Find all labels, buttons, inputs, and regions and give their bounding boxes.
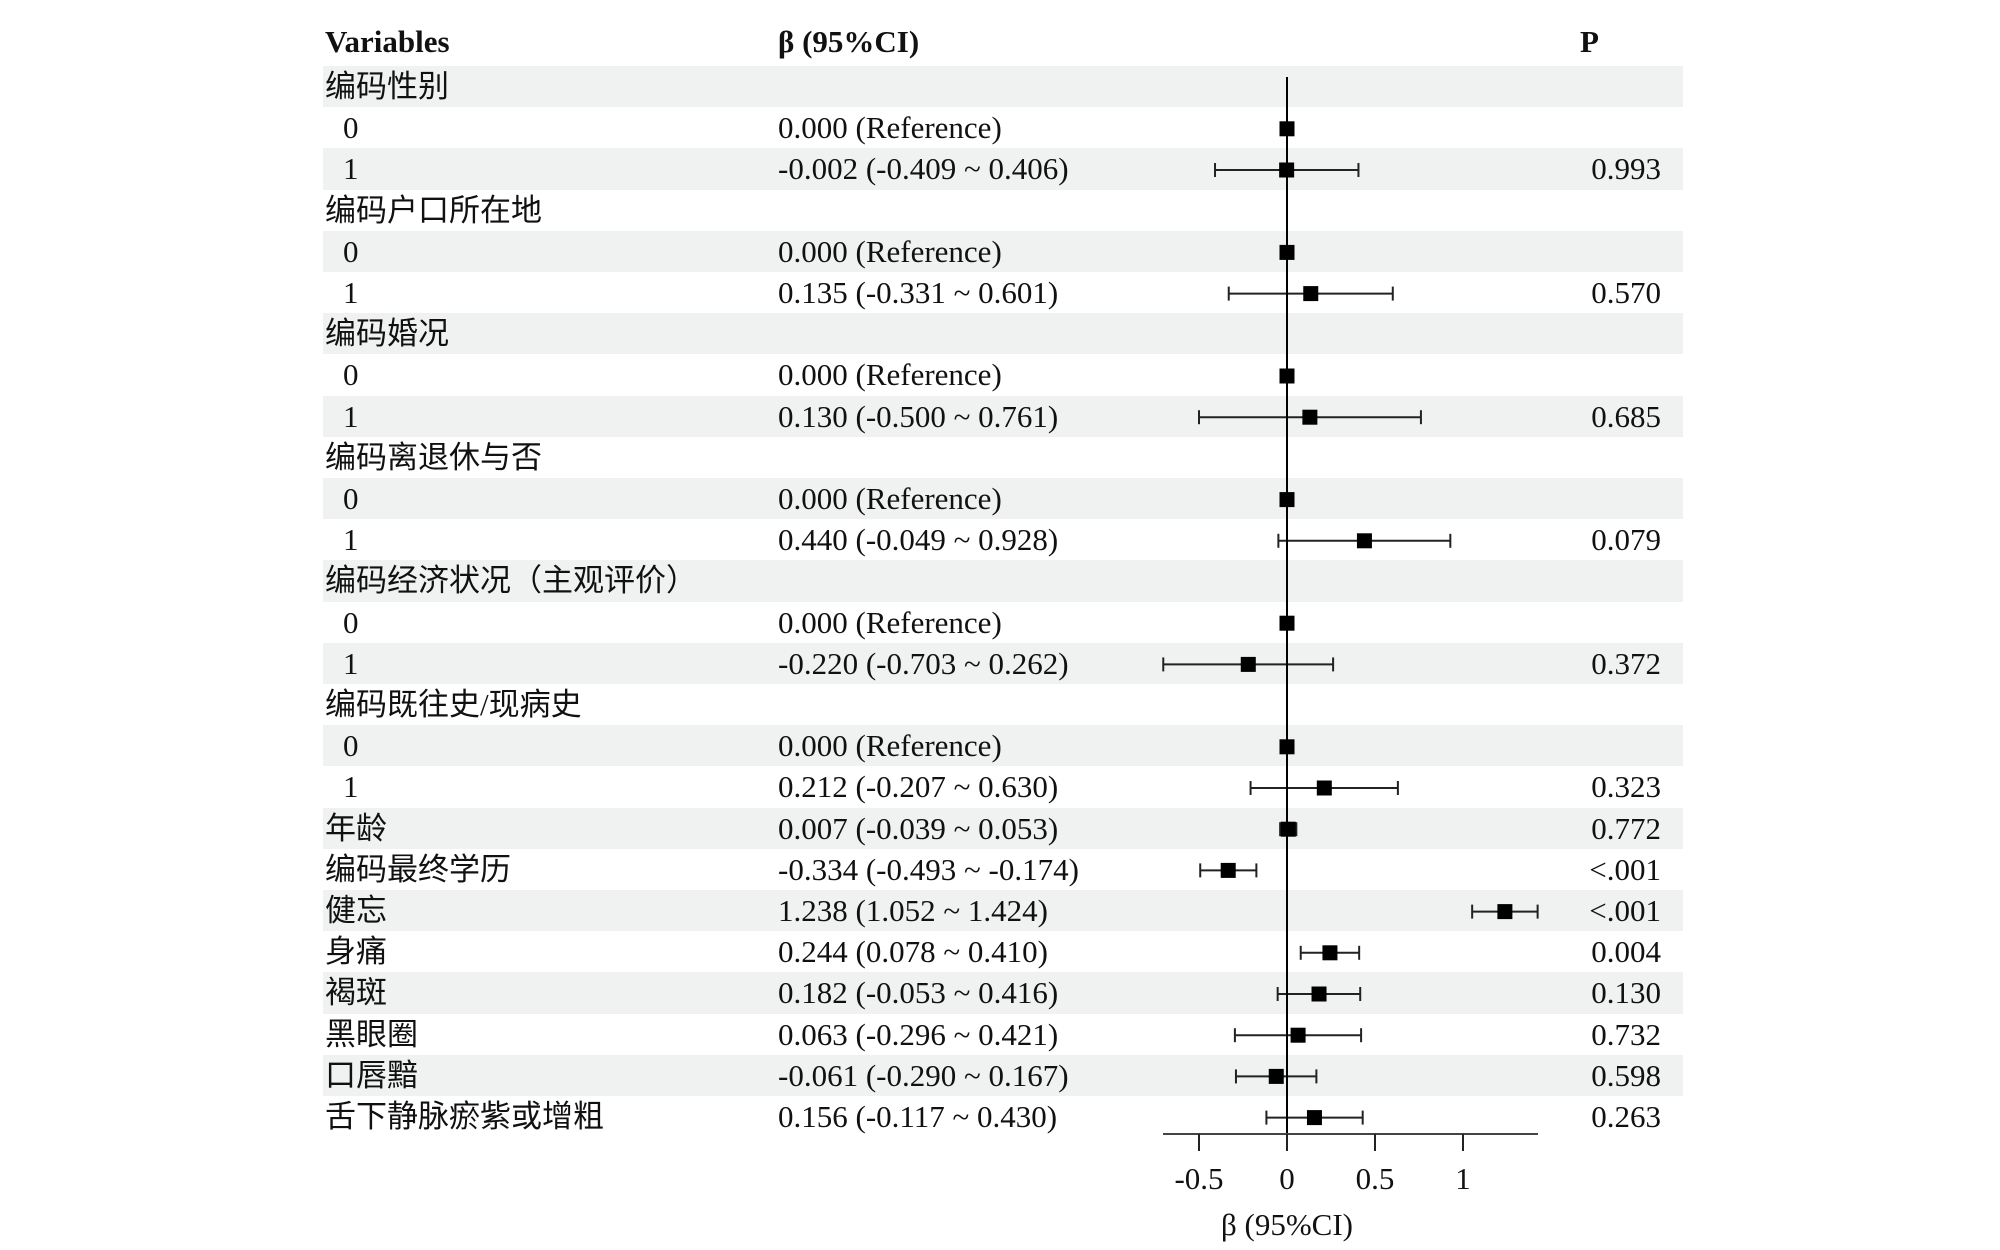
row-label: 编码最终学历 [325,851,511,887]
row-beta: 0.000 (Reference) [778,604,1002,640]
table-rows: 编码性别 0 0.000 (Reference) 1 -0.002 (-0.409 ~ … [323,66,1683,1134]
row-beta: 0.182 (-0.053 ~ 0.416) [778,975,1059,1011]
x-tick-label: 0.5 [1356,1161,1395,1196]
row-beta: 0.000 (Reference) [778,233,1002,269]
row-beta: 0.130 (-0.500 ~ 0.761) [778,398,1059,434]
row-p-value: 0.685 [1591,398,1661,434]
row-label: 褐斑 [325,975,387,1011]
x-axis-label: β (95%CI) [1221,1207,1353,1242]
point-estimate [1316,780,1332,796]
table-row [323,725,1683,767]
row-beta: -0.220 (-0.703 ~ 0.262) [778,645,1069,681]
row-beta: -0.002 (-0.409 ~ 0.406) [778,151,1069,187]
row-p-value: 0.130 [1591,975,1661,1011]
row-beta: 0.000 (Reference) [778,481,1002,516]
table-row [323,890,1683,932]
header-beta: β (95%CI) [778,24,920,59]
row-label: 编码性别 [325,69,449,104]
row-label: 编码离退休与否 [325,439,542,475]
point-estimate [1303,286,1319,302]
row-label: 0 [343,728,359,764]
row-beta: -0.334 (-0.493 ~ -0.174) [778,851,1079,887]
table-row [323,642,1683,684]
row-label: 编码婚况 [325,316,449,352]
row-label: 0 [343,357,359,393]
row-label: 年龄 [325,810,387,846]
x-tick-label: -0.5 [1174,1161,1223,1196]
row-p-value: 0.372 [1591,645,1661,681]
row-beta: 0.000 (Reference) [778,110,1002,146]
point-estimate [1290,1027,1306,1043]
row-p-value: 0.598 [1591,1057,1661,1093]
row-label: 1 [343,151,359,187]
row-beta: 1.238 (1.052 ~ 1.424) [778,893,1048,928]
row-p-value: 0.079 [1591,522,1661,558]
row-p-value: 0.570 [1591,275,1661,310]
row-beta: 0.007 (-0.039 ~ 0.053) [778,810,1059,846]
table-row [323,807,1683,849]
table-row [323,313,1683,355]
row-label: 1 [343,645,359,681]
row-p-value: 0.772 [1591,810,1661,846]
row-p-value: 0.263 [1591,1099,1661,1134]
point-estimate [1306,1110,1322,1126]
row-beta: 0.244 (0.078 ~ 0.410) [778,934,1048,970]
point-estimate [1356,533,1372,549]
row-p-value: <.001 [1589,851,1661,887]
row-label: 黑眼圈 [325,1016,418,1052]
table-row [323,66,1683,108]
row-p-value: 0.323 [1591,769,1661,805]
row-beta: 0.212 (-0.207 ~ 0.630) [778,769,1059,805]
row-label: 1 [343,769,359,805]
row-label: 0 [343,110,359,146]
row-label: 1 [343,522,359,558]
row-beta: 0.440 (-0.049 ~ 0.928) [778,522,1059,558]
row-label: 1 [343,398,359,434]
point-estimate [1302,409,1318,425]
row-label: 0 [343,233,359,269]
forest-plot: -0.5 0 0.5 1 β (95%CI) [1162,77,1539,1242]
row-label: 编码户口所在地 [325,192,542,228]
forest-plot-page: Variables β (95%CI) P 编码性别 0 0.000 (Refere… [323,24,1683,1242]
row-label: 编码既往史/现病史 [325,687,582,722]
point-estimate [1268,1068,1284,1084]
row-p-value: <.001 [1589,893,1661,928]
table-row [323,230,1683,272]
row-beta: 0.156 (-0.117 ~ 0.430) [778,1099,1058,1134]
point-estimate [1311,986,1327,1002]
table-row [323,972,1683,1014]
row-label: 0 [343,481,359,516]
row-label: 编码经济状况（主观评价） [325,563,697,599]
row-beta: 0.000 (Reference) [778,728,1002,764]
table-row [323,1054,1683,1096]
row-label: 0 [343,604,359,640]
point-estimate [1497,904,1513,920]
point-estimate [1240,656,1256,672]
table-row [323,395,1683,437]
row-p-value: 0.732 [1591,1016,1661,1052]
table-row [323,478,1683,520]
point-estimate [1220,862,1236,878]
x-tick-label: 0 [1279,1161,1295,1196]
table-row [323,560,1683,602]
point-estimate [1280,821,1296,837]
row-label: 口唇黯 [325,1057,418,1093]
row-label: 健忘 [325,893,387,928]
row-beta: 0.063 (-0.296 ~ 0.421) [778,1016,1059,1052]
row-label: 舌下静脉瘀紫或增粗 [325,1099,604,1134]
row-beta: 0.135 (-0.331 ~ 0.601) [778,275,1059,310]
table-row [323,148,1683,190]
row-p-value: 0.004 [1591,934,1661,970]
header-variables: Variables [325,24,450,59]
row-beta: -0.061 (-0.290 ~ 0.167) [778,1057,1069,1093]
row-label: 身痛 [325,934,387,970]
header-p: P [1580,24,1599,59]
row-label: 1 [343,275,359,310]
point-estimate [1322,945,1338,961]
x-tick-label: 1 [1455,1161,1471,1196]
row-beta: 0.000 (Reference) [778,357,1002,393]
row-p-value: 0.993 [1591,151,1661,187]
